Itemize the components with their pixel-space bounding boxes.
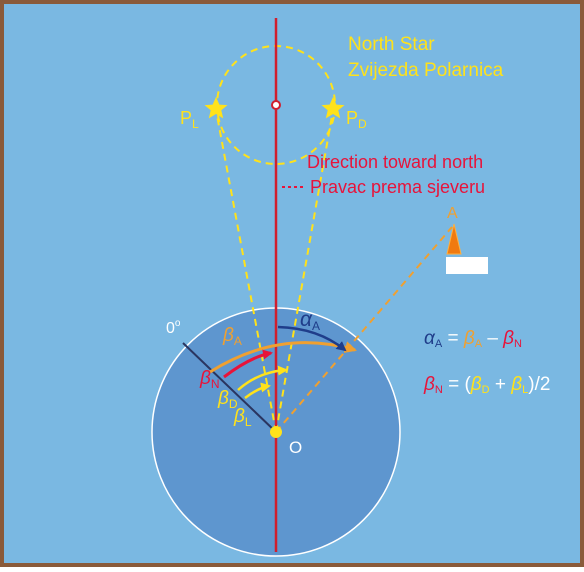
beta-d-arc	[237, 365, 288, 391]
beta-l-arc	[244, 382, 271, 399]
zero-reference-line	[182, 342, 277, 433]
formula-alpha: αA = βA – βN	[424, 328, 522, 350]
beta-n-label: βN	[199, 368, 220, 391]
star-left-label: PL	[180, 108, 199, 131]
alpha-a-label: αA	[300, 308, 320, 333]
beta-n-arc	[223, 349, 273, 379]
beta-a-label: βA	[222, 325, 242, 348]
alpha-a-arc	[277, 325, 347, 352]
formula-beta-n: βN = (βD + βL)/2	[423, 374, 550, 396]
point-a-label: A	[447, 205, 458, 222]
star-left-icon	[204, 97, 228, 119]
direction-label-hr: Pravac prema sjeveru	[310, 177, 485, 197]
north-star-title-en: North Star	[348, 34, 435, 55]
object-a-base	[446, 257, 488, 274]
north-star-title-hr: Zvijezda Polarnica	[348, 60, 504, 81]
sight-line-right	[275, 109, 334, 433]
object-a-icon	[446, 223, 462, 255]
direction-label-en: Direction toward north	[307, 152, 483, 172]
zero-degree-label: 0o	[166, 318, 181, 337]
origin-point	[270, 426, 282, 438]
sight-line-left	[215, 109, 277, 433]
sight-line-a	[275, 226, 453, 433]
north-pole-marker	[271, 100, 281, 110]
origin-label: O	[289, 438, 302, 457]
beta-l-label: βL	[233, 406, 252, 429]
star-right-label: PD	[346, 108, 367, 131]
star-right-icon	[321, 97, 345, 119]
beta-d-label: βD	[217, 388, 238, 411]
